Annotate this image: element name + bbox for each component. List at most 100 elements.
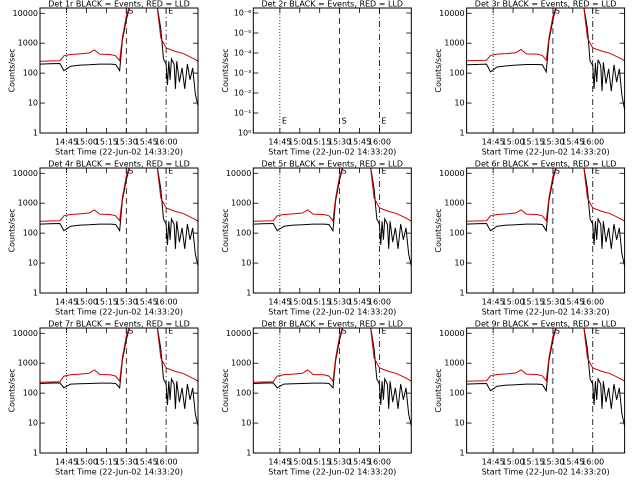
y-tick-label: 10000 <box>439 169 464 178</box>
y-tick-label: 1 <box>33 289 38 298</box>
y-tick-label: 10⁻⁶ <box>234 9 252 18</box>
y-tick-label: 100 <box>236 229 251 238</box>
plot-area <box>40 8 198 107</box>
y-tick-label: 1 <box>246 289 251 298</box>
y-tick-label: 10000 <box>226 329 251 338</box>
x-tick-label: 15:00 <box>502 298 525 307</box>
x-tick-label: 15:30 <box>328 458 351 467</box>
y-tick-label: 10 <box>28 99 38 108</box>
x-tick-label: 15:15 <box>308 458 331 467</box>
x-tick-label: 14:45 <box>482 138 505 147</box>
annotation: E <box>595 7 600 16</box>
annotation: E <box>381 327 386 336</box>
x-tick-label: 14:45 <box>268 138 291 147</box>
series-line <box>40 8 198 62</box>
y-tick-label: 1000 <box>444 359 464 368</box>
x-axis-label: Start Time (22-Jun-02 14:33:20) <box>268 468 396 477</box>
x-tick-label: 14:45 <box>482 458 505 467</box>
series-line <box>253 168 412 222</box>
chart-title: Det 9r BLACK = Events, RED = LLD <box>475 320 617 329</box>
y-axis-label: Counts/sec <box>8 48 17 92</box>
plot-frame <box>252 327 412 454</box>
x-tick-label: 15:15 <box>95 138 118 147</box>
x-tick-label: 14:45 <box>55 138 78 147</box>
x-tick-label: 15:15 <box>521 458 544 467</box>
series-line <box>40 328 198 427</box>
plot-area <box>466 328 625 427</box>
annotation: S <box>342 327 347 336</box>
y-axis-label: Counts/sec <box>434 48 443 92</box>
panel: Det 9r BLACK = Events, RED = LLD Start Ti… <box>434 320 626 477</box>
chart-title: Det 6r BLACK = Events, RED = LLD <box>475 160 617 169</box>
x-tick-label: 15:30 <box>541 458 564 467</box>
y-axis-label: Counts/sec <box>8 368 17 412</box>
annotation: S <box>128 167 133 176</box>
x-tick-label: 15:45 <box>135 138 158 147</box>
x-axis-label: Start Time (22-Jun-02 14:33:20) <box>55 468 183 477</box>
y-axis-label: Counts/sec <box>434 208 443 252</box>
panel: Det 8r BLACK = Events, RED = LLD Start Ti… <box>221 320 412 477</box>
x-tick-label: 16:00 <box>581 458 604 467</box>
y-tick-label: 10⁻¹ <box>234 109 252 118</box>
x-tick-label: 15:45 <box>561 458 584 467</box>
y-tick-label: 100 <box>23 389 38 398</box>
chart-title: Det 8r BLACK = Events, RED = LLD <box>262 320 404 329</box>
x-tick-label: 15:30 <box>328 138 351 147</box>
y-tick-label: 1 <box>460 449 465 458</box>
panel: Det 4r BLACK = Events, RED = LLD Start Ti… <box>8 160 199 317</box>
y-tick-label: 100 <box>236 389 251 398</box>
y-axis-label: Counts/sec <box>8 208 17 252</box>
y-tick-label: 10000 <box>13 169 38 178</box>
annotation: E <box>282 117 287 126</box>
x-tick-label: 16:00 <box>581 138 604 147</box>
annotation: E <box>168 167 173 176</box>
plot-frame <box>39 327 199 454</box>
x-tick-label: 15:45 <box>348 298 371 307</box>
y-tick-label: 10 <box>454 259 464 268</box>
chart-title: Det 7r BLACK = Events, RED = LLD <box>48 320 190 329</box>
y-tick-label: 10⁻² <box>234 89 252 98</box>
plot-area <box>40 328 198 427</box>
annotation: S <box>555 7 560 16</box>
y-tick-label: 1000 <box>444 39 464 48</box>
x-tick-label: 15:00 <box>288 458 311 467</box>
plot-frame <box>39 167 199 294</box>
plot-area <box>466 8 625 110</box>
x-axis-label: Start Time (22-Jun-02 14:33:20) <box>268 308 396 317</box>
x-tick-label: 15:15 <box>95 458 118 467</box>
y-tick-label: 1 <box>460 289 465 298</box>
series-line <box>466 168 625 222</box>
y-tick-label: 10⁻³ <box>234 69 252 78</box>
annotation: E <box>381 117 386 126</box>
x-axis-label: Start Time (22-Jun-02 14:33:20) <box>268 148 396 157</box>
annotation: E <box>168 327 173 336</box>
y-tick-label: 10000 <box>439 9 464 18</box>
x-tick-label: 15:15 <box>95 298 118 307</box>
y-tick-label: 1000 <box>444 199 464 208</box>
x-tick-label: 15:30 <box>115 458 138 467</box>
x-tick-label: 14:45 <box>55 298 78 307</box>
y-tick-label: 1000 <box>18 39 38 48</box>
series-line <box>40 8 198 107</box>
series-line <box>40 168 198 267</box>
plot-area <box>253 328 412 427</box>
plot-area <box>466 168 625 267</box>
plot-frame <box>466 327 626 454</box>
x-tick-label: 15:00 <box>502 138 525 147</box>
x-tick-label: 16:00 <box>581 298 604 307</box>
series-line <box>466 8 625 62</box>
y-axis-label: Counts/sec <box>221 208 230 252</box>
x-tick-label: 15:30 <box>328 298 351 307</box>
x-axis-label: Start Time (22-Jun-02 14:33:20) <box>482 468 610 477</box>
x-tick-label: 15:30 <box>115 298 138 307</box>
y-tick-label: 1000 <box>18 199 38 208</box>
y-axis-label: Counts/sec <box>221 48 230 92</box>
series-line <box>253 328 412 383</box>
y-axis-label: Counts/sec <box>434 368 443 412</box>
y-tick-label: 10 <box>28 419 38 428</box>
x-tick-label: 16:00 <box>368 458 391 467</box>
x-axis-label: Start Time (22-Jun-02 14:33:20) <box>55 308 183 317</box>
x-tick-label: 14:45 <box>55 458 78 467</box>
annotation: E <box>595 327 600 336</box>
panel: Det 3r BLACK = Events, RED = LLD Start Ti… <box>434 0 626 157</box>
